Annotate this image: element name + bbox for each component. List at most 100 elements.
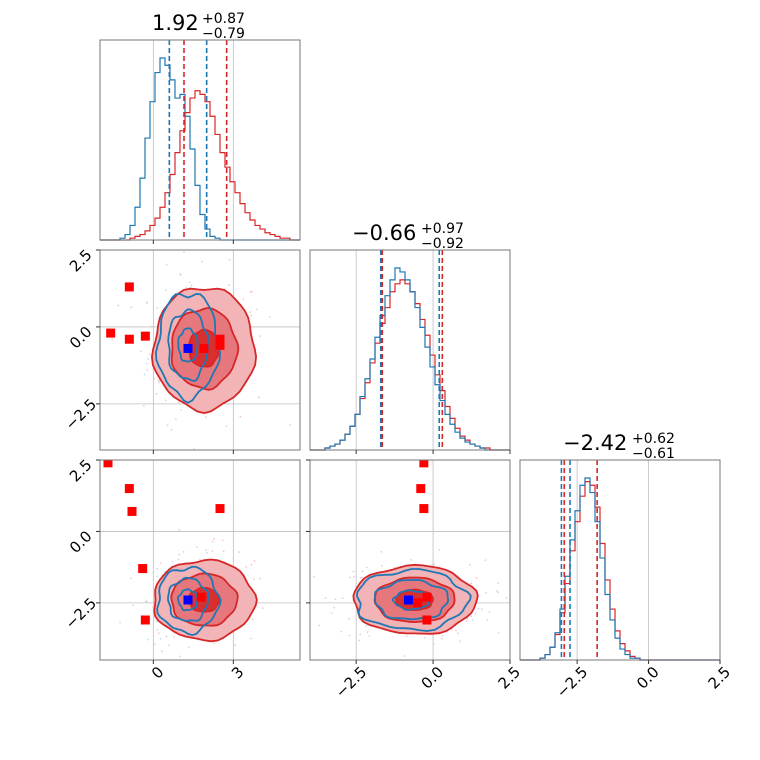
- red-marker-2: [127, 506, 137, 516]
- sample-point: [250, 290, 253, 293]
- sample-point: [324, 597, 327, 600]
- sample-point: [174, 418, 177, 421]
- sample-point: [146, 302, 148, 305]
- sample-point: [365, 566, 368, 569]
- sample-point: [365, 624, 368, 627]
- sample-point: [359, 576, 362, 579]
- sample-point: [178, 528, 181, 531]
- sample-point: [146, 369, 149, 372]
- sample-point: [261, 607, 264, 610]
- sample-point: [352, 576, 355, 578]
- sample-point: [179, 655, 182, 658]
- sample-point: [403, 655, 406, 657]
- sample-point: [170, 428, 173, 431]
- sample-point: [470, 615, 473, 618]
- sample-point: [155, 620, 158, 623]
- sample-point: [488, 611, 491, 614]
- y-tick-label-param-3-0: −2.5: [62, 594, 100, 632]
- sample-point: [205, 416, 207, 419]
- sample-point: [185, 286, 188, 289]
- red-marker-1: [416, 484, 426, 494]
- y-tick-label-param-2-0: −2.5: [62, 395, 100, 433]
- sample-point: [496, 591, 499, 594]
- sample-point: [153, 643, 156, 646]
- red-marker-0: [419, 460, 429, 468]
- sample-point: [153, 377, 156, 380]
- sample-point: [206, 552, 208, 554]
- sample-point: [150, 325, 153, 328]
- red-marker-2: [419, 504, 429, 514]
- title-param-1: 1.92: [152, 11, 199, 35]
- sample-point: [349, 576, 351, 579]
- sample-point: [156, 575, 159, 578]
- sample-point: [392, 685, 394, 687]
- red-marker-3: [140, 331, 150, 341]
- sample-point: [255, 308, 258, 311]
- title-param-2-minus: −0.92: [421, 236, 464, 252]
- blue-marker-0: [403, 595, 413, 605]
- sample-point: [195, 546, 198, 549]
- sample-point: [486, 618, 489, 621]
- sample-point: [187, 646, 190, 649]
- sample-point: [450, 628, 453, 631]
- sample-point: [222, 550, 225, 553]
- sample-point: [253, 560, 256, 562]
- sample-point: [250, 563, 253, 566]
- sample-point: [352, 570, 355, 573]
- sample-point: [469, 563, 471, 566]
- histogram-blue: [310, 267, 510, 451]
- sample-point: [159, 562, 162, 564]
- sample-point: [471, 619, 474, 622]
- sample-point: [152, 571, 154, 574]
- sample-point: [180, 408, 183, 411]
- sample-point: [131, 663, 133, 665]
- x-tick-label-param-1-0: 0: [148, 663, 167, 682]
- panel-frame: [99, 249, 301, 451]
- sample-point: [334, 598, 337, 601]
- red-marker-4: [140, 615, 150, 625]
- sample-point: [405, 635, 408, 638]
- sample-point: [433, 563, 436, 566]
- red-marker-1: [124, 484, 134, 494]
- sample-point: [366, 631, 369, 634]
- blue-contour-2: [167, 308, 211, 383]
- y-tick-label-param-3-1: 0.0: [66, 527, 96, 557]
- sample-point: [333, 606, 336, 609]
- sample-point: [238, 551, 241, 553]
- pair-panel-2: [99, 459, 301, 665]
- red-marker-0: [106, 328, 116, 338]
- sample-point: [155, 392, 158, 395]
- sample-point: [361, 576, 363, 579]
- sample-point: [205, 549, 207, 552]
- sample-point: [361, 570, 364, 573]
- sample-point: [252, 578, 255, 581]
- panel-frame: [99, 39, 301, 241]
- sample-point: [274, 663, 276, 665]
- red-marker-2: [124, 334, 134, 344]
- sample-point: [143, 373, 146, 376]
- sample-point: [480, 608, 483, 611]
- sample-point: [156, 306, 159, 309]
- sample-point: [432, 643, 435, 645]
- sample-point: [164, 399, 167, 402]
- sample-point: [130, 306, 133, 309]
- sample-point: [228, 258, 231, 261]
- blue-marker-0: [183, 595, 193, 605]
- sample-point: [269, 315, 271, 318]
- histogram-red: [100, 90, 300, 241]
- sample-point: [166, 424, 169, 427]
- sample-point: [167, 644, 170, 647]
- sample-point: [142, 405, 145, 407]
- panel-frame: [519, 459, 721, 661]
- panel-frame: [309, 249, 511, 451]
- pair-panel-1: [99, 249, 301, 451]
- sample-point: [117, 304, 120, 307]
- sample-point: [179, 273, 182, 275]
- title-param-1-minus: −0.79: [202, 26, 245, 42]
- sample-point: [250, 314, 253, 317]
- sample-point: [330, 612, 333, 614]
- sample-point: [368, 635, 371, 637]
- sample-point: [239, 415, 242, 418]
- red-marker-3: [422, 592, 432, 602]
- blue-contour-1: [156, 565, 222, 637]
